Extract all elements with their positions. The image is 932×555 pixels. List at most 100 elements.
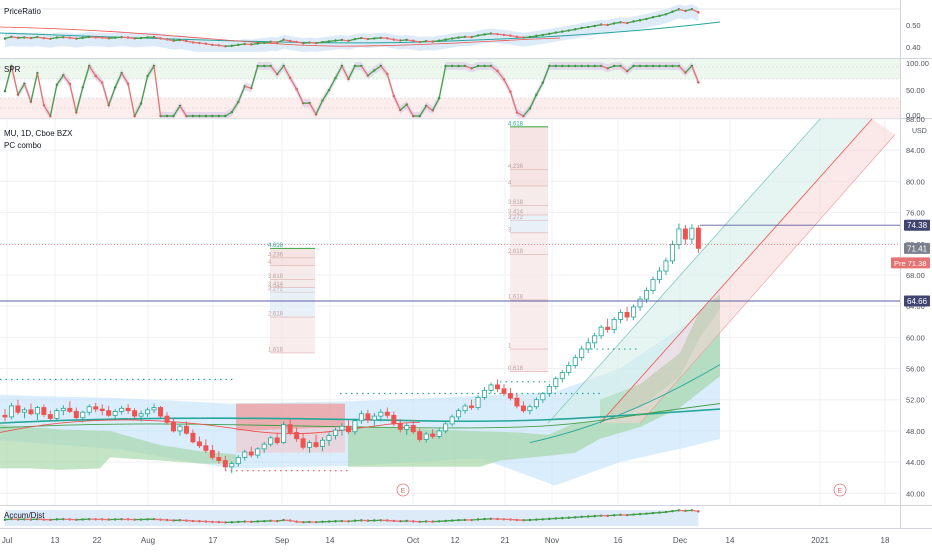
candle-body bbox=[405, 425, 409, 429]
candle-body bbox=[554, 379, 558, 387]
osc-seg bbox=[659, 512, 665, 513]
candle-body bbox=[379, 412, 383, 416]
candle-body bbox=[165, 416, 169, 422]
spr-tick-label: 0.00 bbox=[906, 111, 921, 120]
candle-body bbox=[327, 436, 331, 441]
candle-body bbox=[547, 386, 551, 393]
osc-seg bbox=[76, 38, 82, 39]
osc-seg bbox=[497, 34, 503, 35]
fib-extension-oct: 4.6184.23643.6183.4143.27232.6181.61810.… bbox=[508, 121, 548, 372]
fib-label: 4.236 bbox=[268, 252, 284, 258]
osc-seg bbox=[368, 38, 374, 39]
candle-body bbox=[638, 299, 642, 307]
svg-text:71.41: 71.41 bbox=[907, 244, 928, 253]
candle-body bbox=[424, 434, 428, 439]
osc-seg bbox=[323, 41, 329, 42]
svg-text:Pre 71.38: Pre 71.38 bbox=[894, 259, 927, 268]
time-tick-label: 14 bbox=[326, 536, 335, 545]
candle-body bbox=[243, 452, 247, 457]
fib-label: 4.236 bbox=[508, 164, 524, 170]
candle-body bbox=[22, 410, 26, 412]
candle-body bbox=[61, 408, 65, 410]
osc-seg bbox=[141, 37, 147, 38]
osc-seg bbox=[44, 38, 50, 39]
osc-seg bbox=[329, 41, 335, 42]
osc-seg bbox=[199, 43, 205, 44]
time-tick-label: Aug bbox=[141, 536, 155, 545]
time-tick-label: 2021 bbox=[811, 536, 829, 545]
candle-body bbox=[35, 408, 39, 414]
osc-seg bbox=[335, 40, 341, 41]
candle-body bbox=[346, 426, 350, 431]
candle-body bbox=[3, 415, 7, 417]
candle-body bbox=[385, 412, 389, 415]
spr-tick-label: 100.00 bbox=[906, 59, 929, 68]
candle-body bbox=[580, 349, 584, 358]
fib-label: 2.618 bbox=[268, 312, 284, 318]
accum-dist-pane[interactable]: Accum/Dist bbox=[0, 506, 900, 528]
osc-seg bbox=[491, 34, 497, 35]
osc-seg bbox=[310, 43, 316, 44]
candle-body bbox=[301, 439, 305, 448]
fib-label: 1.618 bbox=[268, 347, 284, 353]
candle-body bbox=[81, 412, 85, 417]
time-tick-label: Oct bbox=[407, 536, 420, 545]
candle-body bbox=[139, 414, 143, 416]
candle-body bbox=[457, 411, 461, 417]
svg-text:74.38: 74.38 bbox=[907, 221, 928, 230]
osc-seg bbox=[523, 37, 529, 38]
candle-body bbox=[340, 426, 344, 430]
time-tick-label: 17 bbox=[209, 536, 218, 545]
candle-body bbox=[333, 430, 337, 435]
time-tick-label: Jul bbox=[2, 536, 12, 545]
osc-seg bbox=[271, 42, 277, 43]
candle-body bbox=[158, 408, 162, 417]
candle-body bbox=[113, 411, 117, 415]
candle-body bbox=[236, 457, 240, 463]
fib-label: 3.618 bbox=[508, 200, 524, 206]
candle-body bbox=[178, 426, 182, 431]
candle-body bbox=[94, 407, 98, 409]
candle-body bbox=[256, 449, 260, 455]
price-ratio-pane[interactable]: PriceRatio bbox=[0, 0, 900, 58]
candle-body bbox=[495, 385, 499, 389]
candle-body bbox=[644, 291, 648, 300]
candle-body bbox=[625, 312, 629, 317]
candle-body bbox=[48, 415, 52, 419]
candle-body bbox=[353, 421, 357, 432]
time-tick-label: Nov bbox=[545, 536, 559, 545]
price-tick-label: 48.00 bbox=[906, 427, 925, 436]
candle-body bbox=[120, 408, 124, 411]
candle-body bbox=[560, 372, 564, 378]
candle-body bbox=[463, 406, 467, 411]
candle-body bbox=[184, 426, 188, 433]
osc-seg bbox=[102, 38, 108, 39]
candle-body bbox=[476, 397, 480, 407]
spr-pane[interactable]: SPR bbox=[0, 59, 900, 120]
candle-body bbox=[16, 406, 20, 412]
osc-seg bbox=[504, 35, 510, 36]
candle-body bbox=[528, 407, 532, 411]
candle-body bbox=[171, 422, 175, 431]
osc-seg bbox=[342, 40, 348, 41]
candle-body bbox=[366, 414, 370, 420]
time-tick-label: 22 bbox=[93, 536, 102, 545]
candle-body bbox=[9, 406, 13, 417]
osc-seg bbox=[672, 510, 678, 511]
osc-seg bbox=[193, 42, 199, 43]
symbol-title: MU, 1D, Cboe BZX bbox=[4, 129, 73, 138]
candle-body bbox=[230, 464, 234, 467]
candle-body bbox=[197, 442, 201, 446]
price-tick-label: 68.00 bbox=[906, 271, 925, 280]
candle-body bbox=[42, 408, 46, 415]
badge-last: 71.41 bbox=[904, 243, 930, 254]
fib-zone bbox=[510, 220, 548, 232]
ratio-tick-label: 0.50 bbox=[906, 21, 921, 30]
candle-body bbox=[482, 390, 486, 397]
price-ratio-label: PriceRatio bbox=[4, 7, 41, 16]
candle-body bbox=[651, 280, 655, 291]
badge-high: 74.38 bbox=[904, 220, 930, 231]
